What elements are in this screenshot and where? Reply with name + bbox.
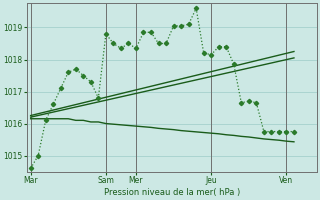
X-axis label: Pression niveau de la mer( hPa ): Pression niveau de la mer( hPa ) [104, 188, 240, 197]
